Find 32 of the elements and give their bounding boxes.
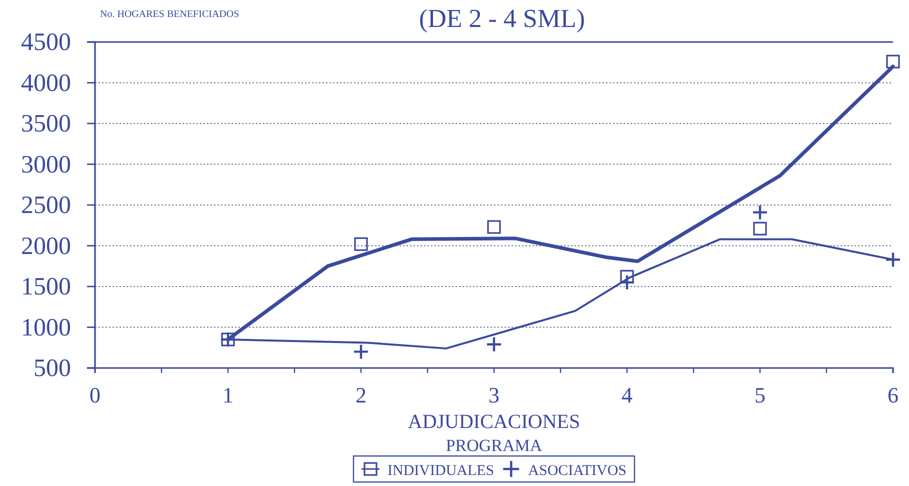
x-axis-title: ADJUDICACIONES PROGRAMA [408,411,580,455]
legend-label: INDIVIDUALES [388,463,494,479]
point [354,237,368,251]
x-tick-label: 0 [90,382,100,408]
x-tick-label: 5 [754,382,766,408]
x-tick-label: 6 [888,382,898,408]
legend-label: ASOCIATIVOS [528,463,626,479]
y-axis-title: No. HOGARES BENEFICIADOS [100,9,240,20]
y-tick-label: 3500 [21,110,71,138]
point [221,332,235,346]
y-tick-label: 4000 [21,70,71,97]
point [884,252,902,268]
x-tick-label: 2 [356,382,366,408]
x-tick-label: 1 [222,382,234,408]
y-tick-label: 500 [34,355,71,382]
point [620,270,634,284]
point [618,274,636,291]
point [486,336,502,352]
x-tick-label: 3 [488,382,500,408]
point [352,344,370,360]
y-tick-label: 1500 [21,274,71,300]
point [487,220,501,234]
y-tick-label: 1000 [21,314,71,342]
point [752,204,768,220]
point [886,54,900,68]
chart-title: (DE 2 - 4 SML) [418,4,586,33]
point [753,222,767,236]
x-tick-label: 4 [622,382,632,408]
y-tick-label: 4500 [21,29,71,56]
y-tick-label: 2000 [21,232,71,260]
y-tick-label: 3000 [21,151,71,178]
y-tick-label: 2500 [21,192,71,219]
